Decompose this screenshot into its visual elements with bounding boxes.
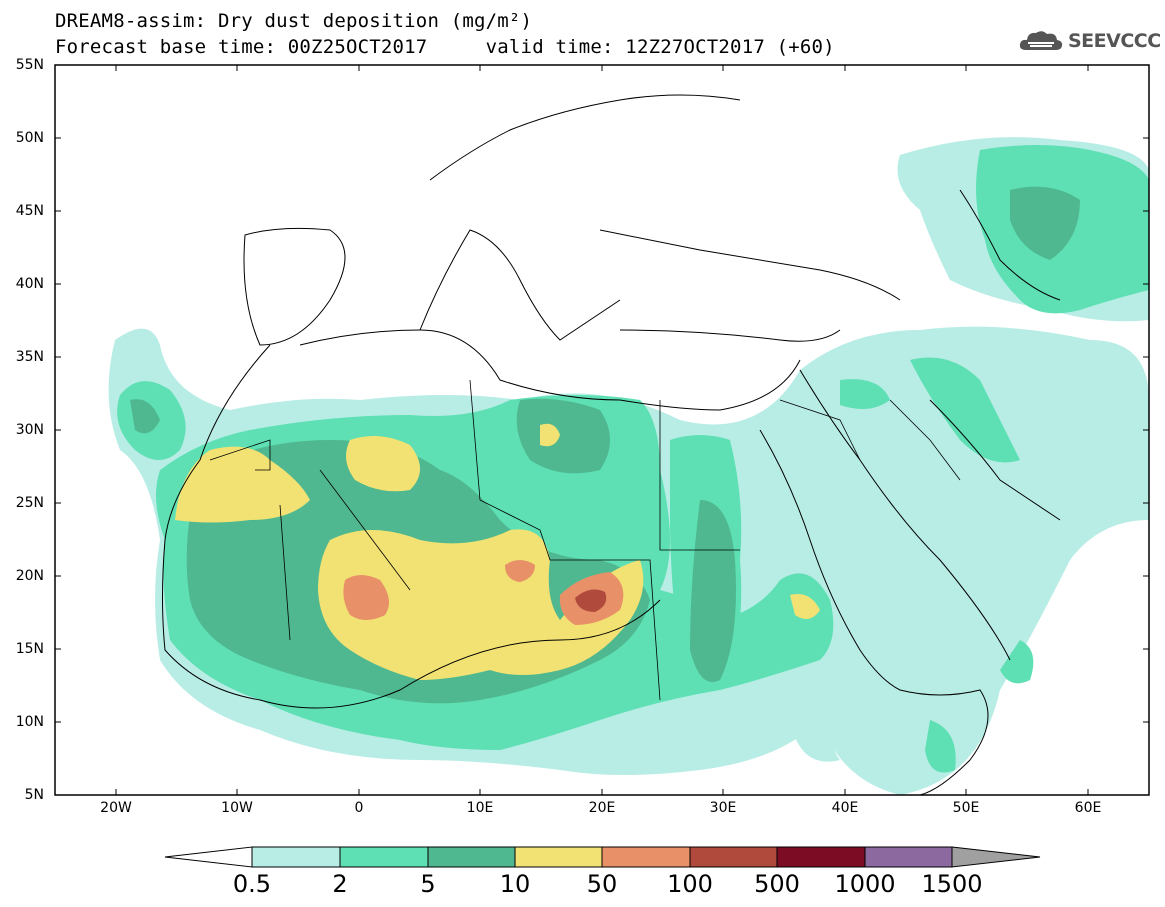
seevccc-logo: SEEVCCC (1018, 26, 1161, 56)
dust-fields (108, 94, 1149, 795)
colorbar-label: 10 (499, 870, 531, 898)
y-tick-label: 50N (15, 130, 44, 146)
colorbar-label: 1000 (834, 870, 896, 898)
colorbar-swatch (689, 846, 778, 868)
y-tick-label: 40N (15, 276, 44, 292)
colorbar-label: 2 (332, 870, 348, 898)
tick-marks (55, 64, 1149, 796)
colorbar-swatch (514, 846, 603, 868)
y-tick-label: 35N (15, 349, 44, 365)
colorbar-swatch (339, 846, 429, 868)
x-tick-label: 10W (221, 800, 253, 816)
colorbar-swatch (601, 846, 691, 868)
dust-level-100 (575, 589, 607, 612)
x-tick-label: 30E (709, 800, 737, 816)
colorbar-swatch (864, 846, 953, 868)
country-borders (209, 379, 961, 701)
cloud-icon (1019, 31, 1063, 50)
y-tick-label: 15N (15, 641, 44, 657)
y-tick-label: 30N (15, 422, 44, 438)
x-tick-label: 10E (466, 800, 494, 816)
colorbar-label: 100 (667, 870, 713, 898)
coastlines (162, 94, 1061, 795)
y-tick-label: 5N (24, 787, 44, 803)
colorbar (164, 846, 1041, 868)
x-tick-label: 40E (831, 800, 859, 816)
x-tick-label: 50E (952, 800, 980, 816)
chart-title: DREAM8-assim: Dry dust deposition (mg/m²… (55, 10, 533, 32)
x-tick-label: 60E (1074, 800, 1102, 816)
colorbar-label: 50 (586, 870, 618, 898)
y-tick-label: 55N (15, 57, 44, 73)
colorbar-high-arrow (951, 846, 1041, 868)
colorbar-swatch (427, 846, 516, 868)
colorbar-swatch (251, 846, 341, 868)
y-tick-label: 25N (15, 495, 44, 511)
colorbar-label: 0.5 (232, 870, 272, 898)
x-tick-label: 20E (588, 800, 616, 816)
dust-level-10 (175, 423, 820, 680)
colorbar-label: 5 (420, 870, 436, 898)
colorbar-swatch (776, 846, 866, 868)
colorbar-low-arrow (164, 846, 253, 868)
y-tick-label: 10N (15, 714, 44, 730)
x-tick-label: 20W (100, 800, 132, 816)
chart-subtitle: Forecast base time: 00Z25OCT2017 valid t… (55, 36, 835, 58)
x-tick-label: 0 (354, 800, 364, 816)
y-tick-label: 45N (15, 203, 44, 219)
y-tick-label: 20N (15, 568, 44, 584)
logo-text: SEEVCCC (1068, 30, 1161, 52)
colorbar-label: 500 (754, 870, 800, 898)
colorbar-label: 1500 (921, 870, 983, 898)
